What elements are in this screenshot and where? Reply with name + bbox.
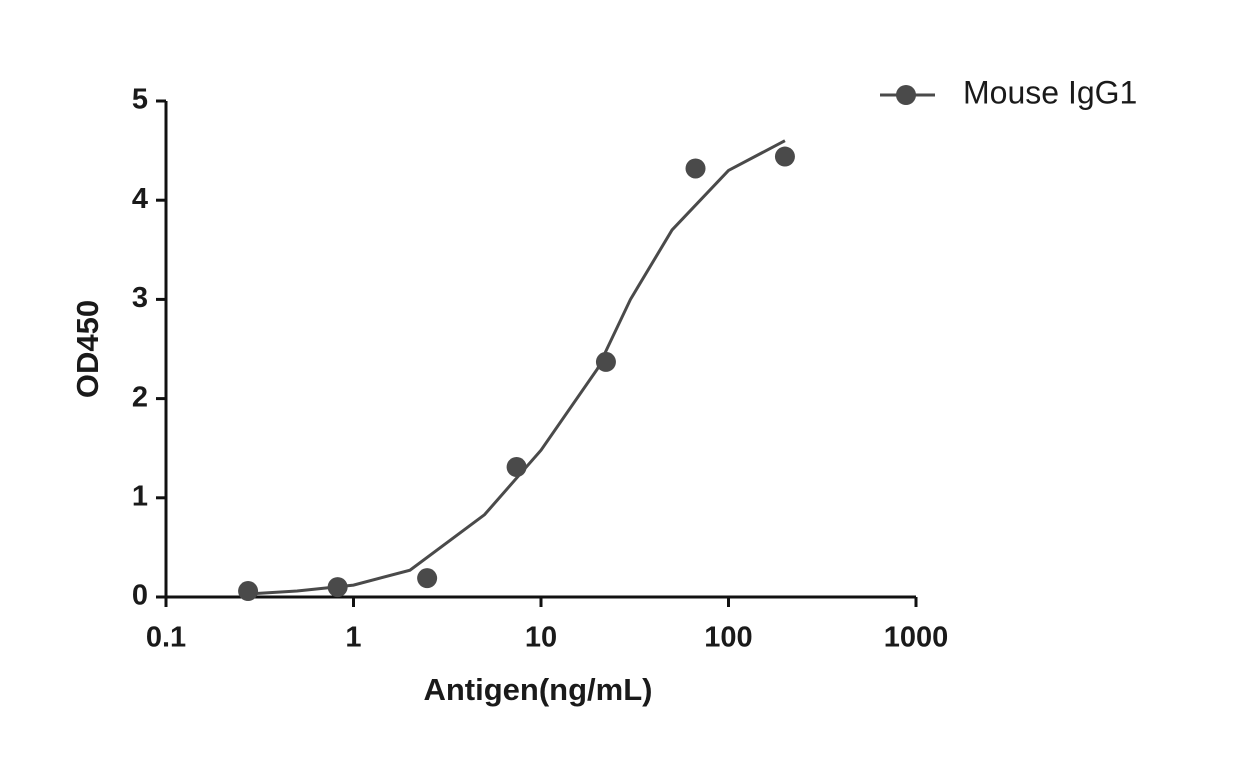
x-tick-label: 1 (345, 622, 361, 654)
y-axis-label: OD450 (70, 300, 105, 398)
legend-label: Mouse IgG1 (963, 74, 1137, 110)
data-point (595, 351, 616, 372)
data-point (774, 146, 795, 167)
data-point (506, 457, 527, 478)
y-tick-label: 3 (132, 282, 148, 314)
y-tick-label: 0 (132, 580, 148, 612)
x-tick-label: 10 (525, 622, 557, 654)
data-point (685, 158, 706, 179)
y-tick-label: 5 (132, 84, 148, 116)
data-point (327, 577, 348, 598)
y-tick-label: 1 (132, 480, 148, 512)
x-tick-label: 100 (704, 622, 752, 654)
fit-curve (246, 139, 786, 596)
x-tick-label: 0.1 (146, 622, 186, 654)
x-tick-label: 1000 (884, 622, 949, 654)
data-point (238, 581, 259, 602)
y-tick-label: 2 (132, 381, 148, 413)
y-tick-label: 4 (132, 183, 148, 215)
legend-marker (896, 85, 916, 105)
data-point (417, 568, 438, 589)
x-axis-label: Antigen(ng/mL) (423, 672, 652, 707)
